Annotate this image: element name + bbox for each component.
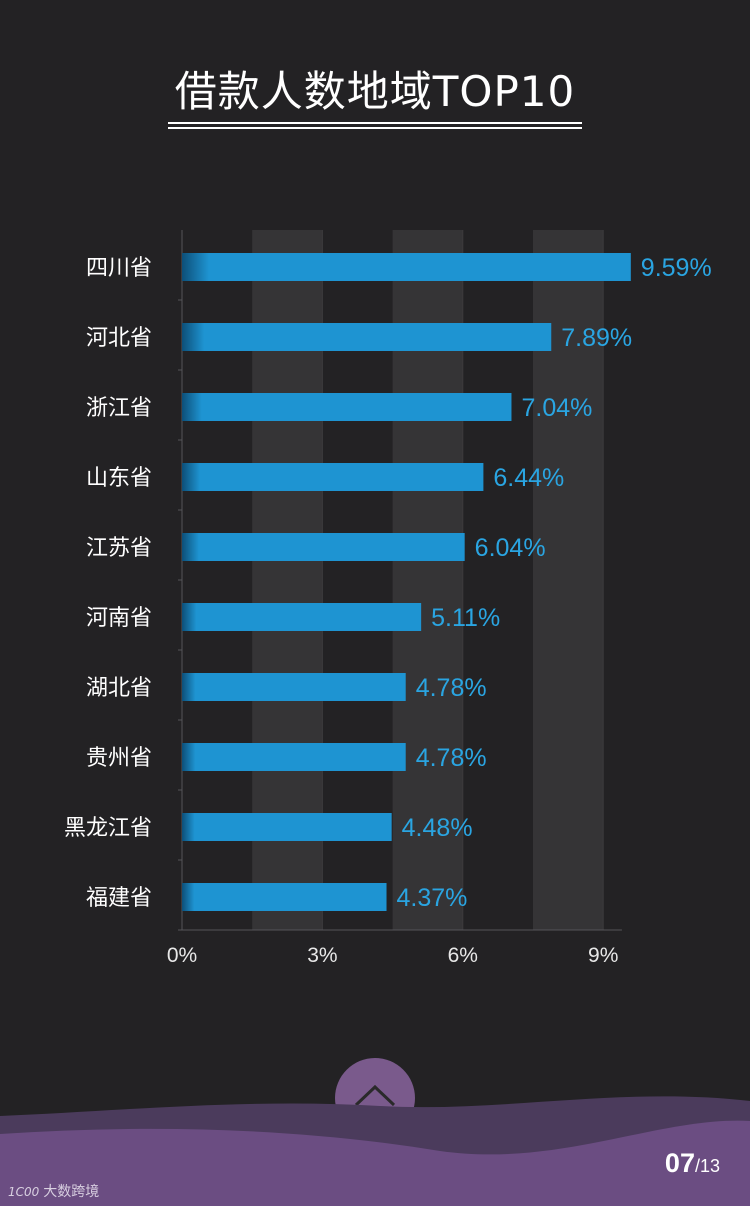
x-tick-label: 6% bbox=[448, 944, 478, 967]
bar bbox=[182, 323, 552, 351]
bar bbox=[182, 463, 484, 491]
page-indicator: 07/13 bbox=[665, 1148, 720, 1179]
value-label: 9.59% bbox=[641, 254, 712, 282]
x-tick-label: 0% bbox=[167, 944, 197, 967]
watermark-text: 大数跨境 bbox=[43, 1184, 100, 1200]
bar-chart: 四川省 9.59% 河北省 7.89% 浙江省 7.04% 山东省 6.44% 江苏省 6.04%… bbox=[64, 230, 712, 967]
page-total: /13 bbox=[694, 1156, 720, 1176]
category-label: 河南省 bbox=[86, 606, 152, 631]
category-label: 四川省 bbox=[86, 256, 152, 281]
chart-title: 借款人数地域TOP10 bbox=[174, 67, 576, 116]
category-label: 贵州省 bbox=[86, 746, 152, 771]
bar bbox=[182, 603, 422, 631]
watermark: 1C00 大数跨境 bbox=[8, 1181, 99, 1201]
bar bbox=[182, 393, 512, 421]
wave-decoration bbox=[0, 1096, 750, 1206]
value-label: 5.11% bbox=[431, 604, 500, 632]
category-label: 福建省 bbox=[86, 886, 152, 911]
bar bbox=[182, 743, 406, 771]
x-tick-label: 3% bbox=[307, 944, 337, 967]
value-label: 7.89% bbox=[561, 324, 632, 352]
value-label: 4.48% bbox=[402, 814, 473, 842]
category-label: 湖北省 bbox=[86, 676, 152, 701]
category-label: 河北省 bbox=[86, 326, 152, 351]
category-label: 江苏省 bbox=[86, 536, 152, 561]
value-label: 6.44% bbox=[493, 464, 564, 492]
category-label: 浙江省 bbox=[86, 396, 152, 421]
title-underline-bottom bbox=[168, 127, 582, 129]
value-label: 4.37% bbox=[397, 884, 468, 912]
category-label: 山东省 bbox=[86, 466, 152, 491]
bar bbox=[182, 883, 387, 911]
value-label: 4.78% bbox=[416, 674, 487, 702]
x-tick-label: 9% bbox=[588, 944, 618, 967]
value-label: 6.04% bbox=[475, 534, 546, 562]
title-underline-top bbox=[168, 122, 582, 124]
bar bbox=[182, 533, 465, 561]
bar bbox=[182, 673, 406, 701]
bar bbox=[182, 253, 631, 281]
page-current: 07 bbox=[664, 1148, 695, 1178]
watermark-logo: 1C00 bbox=[8, 1185, 40, 1199]
chevron-up-icon bbox=[354, 1084, 396, 1107]
bar bbox=[182, 813, 392, 841]
category-label: 黑龙江省 bbox=[64, 816, 152, 841]
value-label: 4.78% bbox=[416, 744, 487, 772]
value-label: 7.04% bbox=[521, 394, 592, 422]
